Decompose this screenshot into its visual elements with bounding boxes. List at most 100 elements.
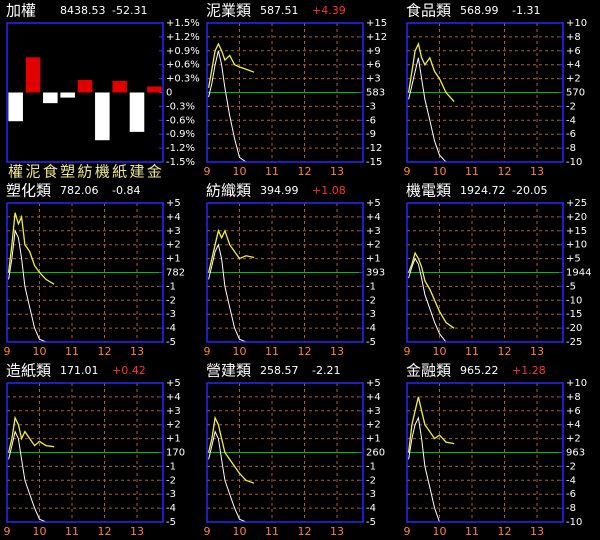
y-tick-label: +5: [366, 198, 381, 209]
bar: [25, 57, 41, 93]
price-line: [207, 228, 255, 273]
sector-name: 食品類: [406, 2, 451, 20]
x-tick-label: 11: [265, 345, 279, 358]
y-tick-label: +2: [366, 420, 381, 431]
y-tick-label: +6: [366, 60, 381, 71]
category-label: 金: [147, 163, 162, 181]
x-tick-label: 11: [265, 525, 279, 538]
y-tick-label: 170: [166, 448, 185, 459]
x-tick-label: 12: [498, 525, 512, 538]
y-tick-label: -3: [166, 309, 176, 320]
x-tick-label: 10: [233, 165, 247, 178]
y-tick-label: -3: [366, 101, 376, 112]
y-tick-label: -5: [366, 337, 376, 348]
y-tick-label: -2: [166, 295, 176, 306]
bar: [77, 79, 93, 93]
y-tick-label: -6: [366, 115, 376, 126]
y-tick-label: +8: [566, 392, 581, 403]
y-tick-label: 393: [366, 268, 385, 279]
y-tick-label: +4: [366, 212, 381, 223]
x-tick-label: 13: [130, 345, 144, 358]
category-label: 泥: [25, 163, 40, 181]
plot-frame: [6, 202, 164, 343]
bar: [129, 92, 145, 132]
y-tick-label: -8: [566, 143, 576, 154]
y-tick-label: +4: [566, 420, 581, 431]
y-tick-label: -10: [566, 517, 582, 528]
y-tick-label: -6: [566, 129, 576, 140]
x-tick-label: 12: [98, 345, 112, 358]
price-line: [407, 41, 455, 103]
sector-name: 營建類: [206, 362, 251, 380]
x-tick-label: 13: [130, 525, 144, 538]
y-tick-label: +0.6%: [166, 60, 200, 71]
price: 258.57: [260, 364, 299, 377]
y-tick-label: -10: [566, 157, 582, 168]
plot-frame: [406, 382, 564, 523]
y-tick-label: 0: [166, 88, 172, 99]
y-tick-label: -15: [566, 309, 582, 320]
x-tick-label: 13: [530, 345, 544, 358]
y-tick-label: +4: [566, 60, 581, 71]
plot-frame: [206, 382, 364, 523]
x-tick-label: 9: [204, 345, 211, 358]
sector-name: 紡織類: [206, 182, 251, 200]
y-tick-label: +5: [166, 198, 181, 209]
y-tick-label: +4: [366, 392, 381, 403]
x-tick-label: 11: [65, 345, 79, 358]
bar: [8, 92, 23, 122]
y-tick-label: -2: [566, 461, 576, 472]
y-tick-label: -1: [166, 281, 176, 292]
category-label: 權: [8, 163, 23, 181]
x-tick-label: 10: [433, 345, 447, 358]
y-tick-label: 1944: [566, 268, 591, 279]
x-tick-label: 9: [404, 345, 411, 358]
y-tick-label: -4: [166, 323, 176, 334]
y-tick-label: +6: [566, 406, 581, 417]
price: 568.99: [460, 4, 499, 17]
y-tick-label: -1.2%: [166, 143, 195, 154]
x-tick-label: 10: [433, 525, 447, 538]
y-tick-label: +12: [366, 32, 387, 43]
x-tick-label: 11: [465, 165, 479, 178]
plot-frame: [206, 22, 364, 163]
x-tick-label: 12: [98, 525, 112, 538]
y-tick-label: -1.5%: [166, 157, 195, 168]
x-tick-label: 9: [404, 525, 411, 538]
category-label: 建: [129, 163, 144, 181]
change: -20.05: [512, 184, 547, 197]
sector-name: 泥業類: [206, 2, 251, 20]
y-tick-label: +2: [166, 240, 181, 251]
x-tick-label: 10: [433, 165, 447, 178]
y-tick-label: +10: [566, 378, 587, 389]
y-tick-label: -4: [566, 115, 576, 126]
y-tick-label: +25: [566, 198, 587, 209]
x-tick-label: 13: [530, 525, 544, 538]
category-label: 機: [95, 163, 110, 181]
y-tick-label: -5: [366, 517, 376, 528]
x-tick-label: 13: [330, 165, 344, 178]
y-tick-label: +8: [566, 32, 581, 43]
x-tick-label: 13: [330, 525, 344, 538]
x-tick-label: 9: [4, 525, 11, 538]
x-tick-label: 10: [233, 345, 247, 358]
y-tick-label: +0.9%: [166, 46, 200, 57]
y-tick-label: -1: [366, 461, 376, 472]
x-tick-label: 11: [65, 525, 79, 538]
x-tick-label: 10: [33, 525, 47, 538]
price-line: [207, 415, 255, 484]
plot-frame: [206, 202, 364, 343]
x-tick-label: 10: [33, 345, 47, 358]
x-tick-label: 12: [298, 345, 312, 358]
y-tick-label: +1: [366, 434, 381, 445]
price: 171.01: [60, 364, 99, 377]
y-tick-label: -2: [366, 295, 376, 306]
price-line: [407, 396, 455, 453]
plot-frame: [6, 382, 164, 523]
y-tick-label: -20: [566, 323, 582, 334]
y-tick-label: 963: [566, 448, 585, 459]
y-tick-label: +10: [566, 240, 587, 251]
y-tick-label: -12: [366, 143, 382, 154]
